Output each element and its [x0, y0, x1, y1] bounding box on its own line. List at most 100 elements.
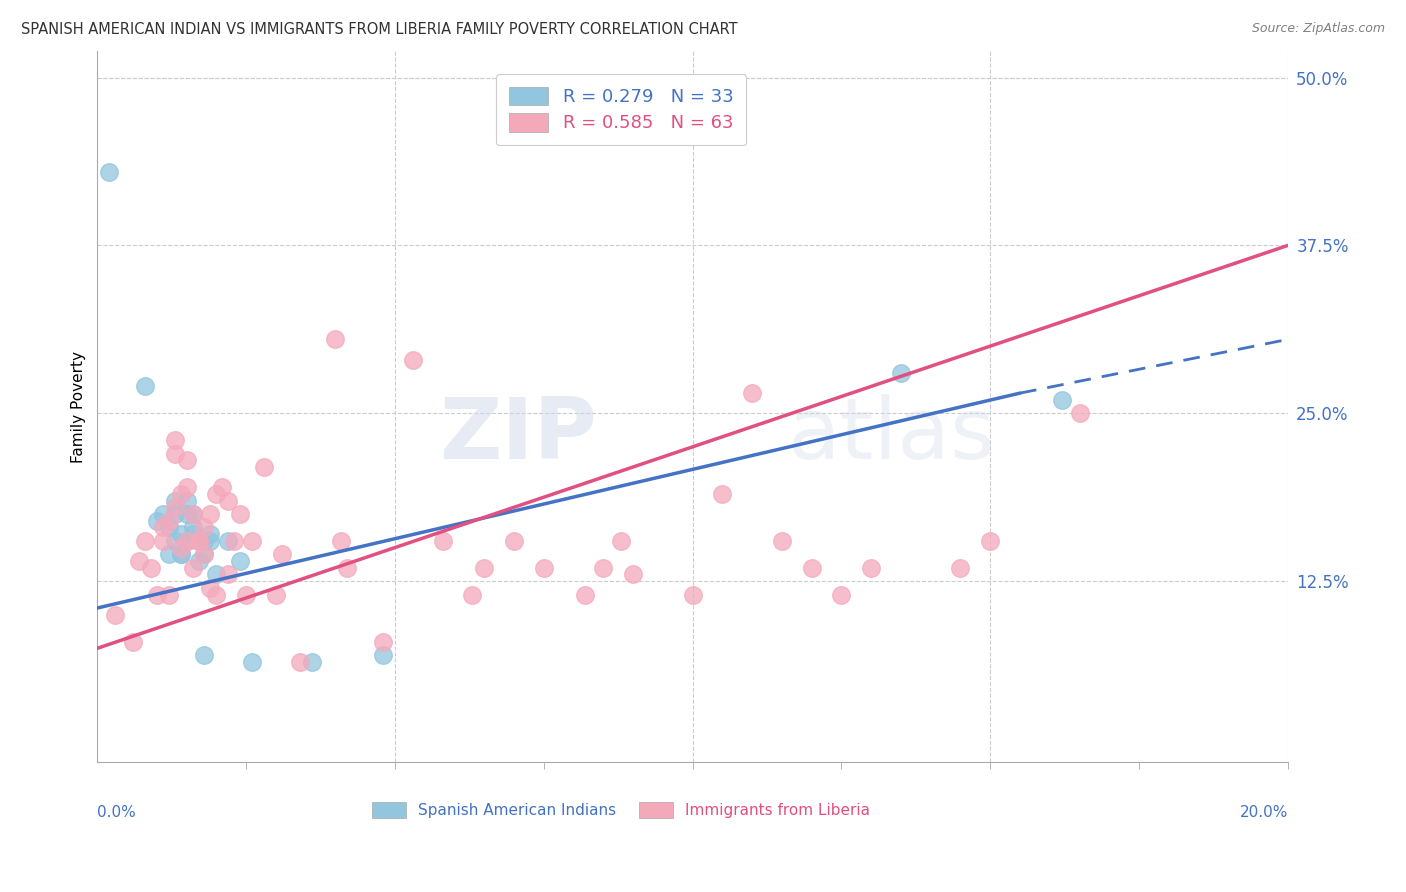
Point [157, 547, 180, 561]
Point [432, 533, 454, 548]
Point [224, 533, 246, 548]
Point [139, 560, 162, 574]
Point [163, 433, 186, 447]
Point [200, 527, 222, 541]
Point [157, 588, 180, 602]
Point [533, 560, 555, 574]
Point [229, 554, 252, 568]
Point [163, 493, 186, 508]
Point [402, 352, 425, 367]
Point [187, 554, 209, 568]
Point [979, 533, 1001, 548]
Point [240, 533, 263, 548]
Point [176, 480, 198, 494]
Point [240, 655, 263, 669]
Point [200, 581, 222, 595]
Point [205, 567, 228, 582]
Point [187, 533, 209, 548]
Point [152, 533, 174, 548]
Point [193, 547, 215, 561]
Point [134, 379, 156, 393]
Point [800, 560, 823, 574]
Point [264, 588, 287, 602]
Point [163, 446, 186, 460]
Point [211, 480, 233, 494]
Point [1050, 392, 1073, 407]
Point [193, 520, 215, 534]
Point [205, 487, 228, 501]
Text: ZIP: ZIP [440, 393, 598, 476]
Point [163, 500, 186, 515]
Point [461, 588, 484, 602]
Point [163, 507, 186, 521]
Point [146, 588, 169, 602]
Y-axis label: Family Poverty: Family Poverty [72, 351, 86, 463]
Point [152, 507, 174, 521]
Point [371, 648, 394, 662]
Point [146, 514, 169, 528]
Point [122, 634, 145, 648]
Point [170, 547, 193, 561]
Point [1069, 406, 1091, 420]
Point [176, 533, 198, 548]
Point [193, 533, 215, 548]
Point [170, 487, 193, 501]
Point [592, 560, 614, 574]
Legend: Spanish American Indians, Immigrants from Liberia: Spanish American Indians, Immigrants fro… [364, 795, 877, 826]
Point [104, 607, 127, 622]
Point [187, 533, 209, 548]
Point [181, 520, 204, 534]
Point [152, 520, 174, 534]
Point [193, 648, 215, 662]
Point [770, 533, 793, 548]
Point [170, 547, 193, 561]
Point [128, 554, 150, 568]
Point [371, 634, 394, 648]
Point [200, 533, 222, 548]
Point [98, 164, 121, 178]
Point [176, 453, 198, 467]
Point [711, 487, 734, 501]
Point [472, 560, 495, 574]
Point [336, 560, 359, 574]
Point [610, 533, 633, 548]
Point [217, 567, 239, 582]
Point [200, 507, 222, 521]
Text: 20.0%: 20.0% [1240, 805, 1288, 820]
Point [181, 507, 204, 521]
Point [176, 507, 198, 521]
Point [176, 493, 198, 508]
Point [205, 588, 228, 602]
Point [181, 560, 204, 574]
Point [217, 493, 239, 508]
Point [235, 588, 257, 602]
Point [157, 520, 180, 534]
Point [187, 533, 209, 548]
Point [181, 507, 204, 521]
Text: SPANISH AMERICAN INDIAN VS IMMIGRANTS FROM LIBERIA FAMILY POVERTY CORRELATION CH: SPANISH AMERICAN INDIAN VS IMMIGRANTS FR… [21, 22, 738, 37]
Point [741, 386, 763, 401]
Point [621, 567, 644, 582]
Point [949, 560, 972, 574]
Text: atlas: atlas [787, 393, 995, 476]
Point [574, 588, 596, 602]
Text: 0.0%: 0.0% [97, 805, 136, 820]
Point [330, 533, 353, 548]
Point [181, 527, 204, 541]
Point [890, 366, 912, 380]
Point [860, 560, 883, 574]
Point [288, 655, 311, 669]
Text: Source: ZipAtlas.com: Source: ZipAtlas.com [1251, 22, 1385, 36]
Point [325, 333, 347, 347]
Point [682, 588, 704, 602]
Point [176, 533, 198, 548]
Point [170, 527, 193, 541]
Point [253, 460, 276, 475]
Point [163, 533, 186, 548]
Point [170, 541, 193, 555]
Point [270, 547, 292, 561]
Point [134, 533, 156, 548]
Point [157, 514, 180, 528]
Point [301, 655, 323, 669]
Point [830, 588, 852, 602]
